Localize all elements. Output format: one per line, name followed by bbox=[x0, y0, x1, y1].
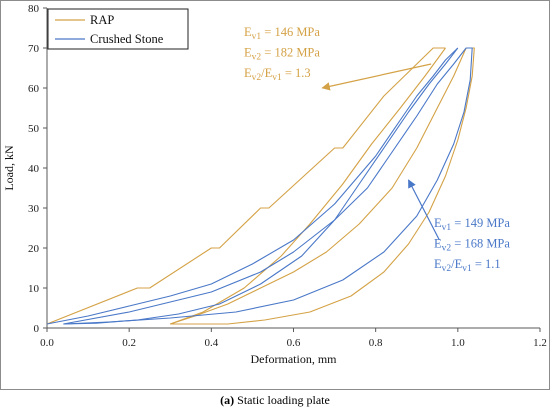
series-line-segment bbox=[63, 47, 459, 325]
annotation-line: Ev2 = 182 MPa bbox=[244, 46, 320, 63]
subscript: v1 bbox=[272, 73, 282, 83]
y-tick-label: 80 bbox=[28, 3, 40, 15]
annotation-line: Ev1 = 149 MPa bbox=[434, 216, 510, 233]
annotation-arrow bbox=[407, 179, 440, 241]
subscript: v2 bbox=[252, 73, 262, 83]
axes: 0.0 0.2 0.4 0.6 0.8 1.0 1.2 0 10 20 30 40 50 60 70 80 De… bbox=[2, 3, 547, 366]
legend: RAP Crushed Stone bbox=[47, 8, 189, 50]
text-part: E bbox=[434, 216, 442, 230]
subscript: v1 bbox=[462, 264, 472, 274]
y-tick-label: 0 bbox=[34, 323, 40, 335]
text-part: E bbox=[244, 46, 252, 60]
x-tick-label: 0.0 bbox=[40, 337, 54, 349]
load-deformation-chart: 0.0 0.2 0.4 0.6 0.8 1.0 1.2 0 10 20 30 40 50 60 70 80 De… bbox=[0, 0, 550, 390]
y-tick-label: 60 bbox=[28, 83, 40, 95]
x-axis-title: Deformation, mm bbox=[251, 352, 338, 366]
text-part: = 1.1 bbox=[472, 257, 501, 271]
series-line-segment bbox=[46, 47, 446, 325]
x-tick-label: 0.4 bbox=[204, 337, 218, 349]
annotation-line: Ev2/Ev1 = 1.3 bbox=[244, 66, 311, 83]
text-part: /E bbox=[451, 257, 462, 271]
series-line-segment bbox=[170, 47, 475, 325]
legend-box bbox=[47, 8, 189, 50]
subscript: v2 bbox=[252, 53, 262, 63]
series-line-segment bbox=[170, 47, 446, 325]
text-part: /E bbox=[261, 66, 272, 80]
text-part: E bbox=[434, 257, 442, 271]
x-tick-label: 1.2 bbox=[533, 337, 547, 349]
text-part: E bbox=[434, 237, 442, 251]
text-part: = 149 MPa bbox=[451, 216, 510, 230]
series-rap bbox=[46, 47, 475, 325]
series-crushed-stone bbox=[46, 47, 473, 325]
text-part: E bbox=[244, 25, 252, 39]
x-tick-label: 0.2 bbox=[122, 337, 136, 349]
series-line-segment bbox=[46, 47, 459, 325]
text-part: = 1.3 bbox=[282, 66, 311, 80]
legend-label: Crushed Stone bbox=[90, 32, 164, 46]
series-line-segment bbox=[63, 47, 467, 325]
subscript: v1 bbox=[442, 223, 452, 233]
y-tick-label: 20 bbox=[28, 243, 40, 255]
text-part: E bbox=[244, 66, 252, 80]
y-tick-label: 30 bbox=[28, 203, 40, 215]
caption-label: (a) bbox=[220, 393, 235, 407]
y-axis-title: Load, kN bbox=[2, 145, 16, 191]
y-tick-label: 10 bbox=[28, 283, 40, 295]
y-tick-label: 70 bbox=[28, 43, 40, 55]
text-part: = 146 MPa bbox=[261, 25, 320, 39]
series-line-segment bbox=[63, 47, 473, 325]
x-tick-label: 1.0 bbox=[451, 337, 465, 349]
series-layer bbox=[46, 47, 475, 325]
caption-text: Static loading plate bbox=[237, 393, 330, 407]
y-tick-label: 50 bbox=[28, 123, 40, 135]
text-part: = 182 MPa bbox=[261, 46, 320, 60]
y-tick-label: 40 bbox=[28, 163, 40, 175]
x-tick-label: 0.6 bbox=[287, 337, 301, 349]
subscript: v2 bbox=[442, 264, 452, 274]
x-tick-label: 0.8 bbox=[369, 337, 383, 349]
subscript: v1 bbox=[252, 32, 262, 42]
figure-caption: (a) Static loading plate bbox=[0, 393, 550, 408]
annotation-line: Ev2 = 168 MPa bbox=[434, 237, 510, 254]
annotation-line: Ev1 = 146 MPa bbox=[244, 25, 320, 42]
legend-label: RAP bbox=[90, 13, 114, 27]
series-line-segment bbox=[170, 47, 467, 325]
annotation-line: Ev2/Ev1 = 1.1 bbox=[434, 257, 501, 274]
subscript: v2 bbox=[442, 244, 452, 254]
annotation-arrow bbox=[321, 63, 432, 91]
text-part: = 168 MPa bbox=[451, 237, 510, 251]
